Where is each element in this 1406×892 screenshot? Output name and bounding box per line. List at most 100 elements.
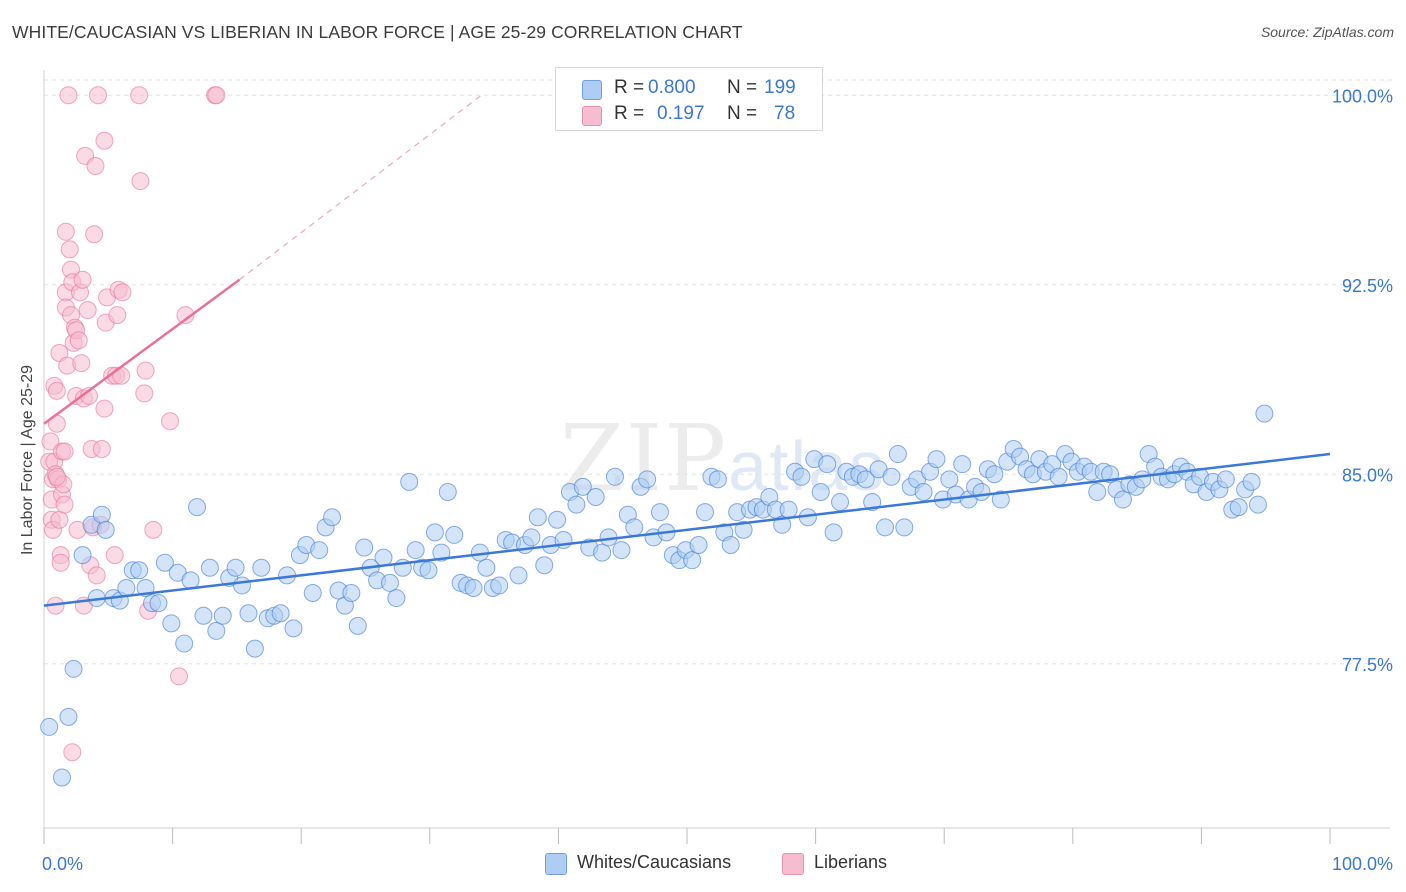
liberian-point [56, 222, 75, 241]
white-point [612, 541, 631, 560]
white-point [638, 470, 657, 489]
white-point [1049, 467, 1068, 486]
liberian-point [41, 432, 60, 451]
white-point [914, 482, 933, 501]
white-point [117, 578, 136, 597]
white-point [213, 606, 232, 625]
liberian-point [95, 399, 114, 418]
white-point [818, 455, 837, 474]
white-trend-line [43, 452, 1331, 607]
white-point [1133, 470, 1152, 489]
white-point [59, 707, 78, 726]
white-point [522, 528, 541, 547]
y-axis-label: In Labor Force | Age 25-29 [19, 364, 36, 556]
liberian-point [47, 467, 66, 486]
white-point [207, 621, 226, 640]
white-point [310, 541, 329, 560]
white-point [188, 498, 207, 517]
white-point [779, 500, 798, 519]
white-point [831, 493, 850, 512]
white-point [650, 503, 669, 522]
white-point [303, 584, 322, 603]
white-point [824, 523, 843, 542]
liberian-point [130, 86, 149, 105]
liberian-point [72, 354, 91, 373]
white-point [1248, 495, 1267, 514]
liberian-trend-extension [239, 94, 482, 281]
white-point [1229, 498, 1248, 517]
legend-n-value: 78 [774, 103, 796, 124]
liberian-point [105, 546, 124, 565]
legend-row-liberian: R = 0.197 N = 78 [556, 103, 822, 129]
liberian-point [176, 306, 195, 325]
legend-n-label: N = [727, 103, 758, 124]
white-point [245, 639, 264, 658]
liberian-point [73, 270, 92, 289]
legend-n-label: N = [727, 77, 758, 98]
liberian-point [60, 240, 79, 259]
white-point [895, 518, 914, 537]
liberian-point [136, 361, 155, 380]
white-point [991, 490, 1010, 509]
liberian-point [47, 381, 66, 400]
legend-r-label: R = [614, 77, 645, 98]
white-point [972, 482, 991, 501]
legend-swatch-blue [582, 80, 602, 100]
white-point [548, 510, 567, 529]
source-label: Source: ZipAtlas.com [1260, 24, 1394, 40]
liberian-points [40, 86, 226, 762]
stats-legend: R = 0.800 N = 199 R = 0.197 N = 78 [555, 67, 823, 131]
white-point [194, 606, 213, 625]
trend-extension [239, 94, 482, 281]
white-point [811, 482, 830, 501]
white-point [876, 518, 895, 537]
white-point [419, 561, 438, 580]
liberian-point [135, 384, 154, 403]
white-point [586, 488, 605, 507]
white-point [40, 717, 59, 736]
liberian-point [87, 566, 106, 585]
white-point [155, 553, 174, 572]
legend-n-value: 199 [764, 77, 796, 98]
white-point [380, 573, 399, 592]
white-point [342, 584, 361, 603]
white-point [708, 470, 727, 489]
white-point [882, 467, 901, 486]
liberian-point [131, 172, 150, 191]
white-point [400, 472, 419, 491]
liberian-point [144, 520, 163, 539]
white-point [233, 576, 252, 595]
white-point [92, 505, 111, 524]
bottom-legend-swatch-blue [545, 853, 567, 875]
white-point [284, 619, 303, 638]
white-point [567, 495, 586, 514]
white-point [96, 520, 115, 539]
white-point [374, 548, 393, 567]
liberian-point [78, 301, 97, 320]
white-point [464, 578, 483, 597]
white-point [355, 538, 374, 557]
liberian-point [63, 743, 82, 762]
liberian-point [50, 510, 69, 529]
white-point [1216, 470, 1235, 489]
bottom-legend-label: Whites/Caucasians [577, 852, 732, 872]
liberian-point [170, 667, 189, 686]
bottom-legend-label: Liberians [814, 852, 888, 872]
liberian-point [92, 440, 111, 458]
liberian-point [55, 442, 74, 461]
white-point [432, 543, 451, 562]
white-point [406, 541, 425, 560]
white-point [53, 768, 72, 787]
white-point [149, 594, 168, 613]
liberian-point [161, 412, 180, 431]
white-point [625, 518, 644, 537]
liberian-trend-line [43, 278, 241, 425]
white-point [683, 551, 702, 570]
x-tick-label: 0.0% [42, 854, 83, 874]
white-point [239, 604, 258, 623]
white-point [605, 467, 624, 486]
white-point [856, 470, 875, 489]
chart-title: WHITE/CAUCASIAN VS LIBERIAN IN LABOR FOR… [12, 22, 743, 42]
white-points [40, 404, 1274, 787]
white-point [130, 561, 149, 580]
